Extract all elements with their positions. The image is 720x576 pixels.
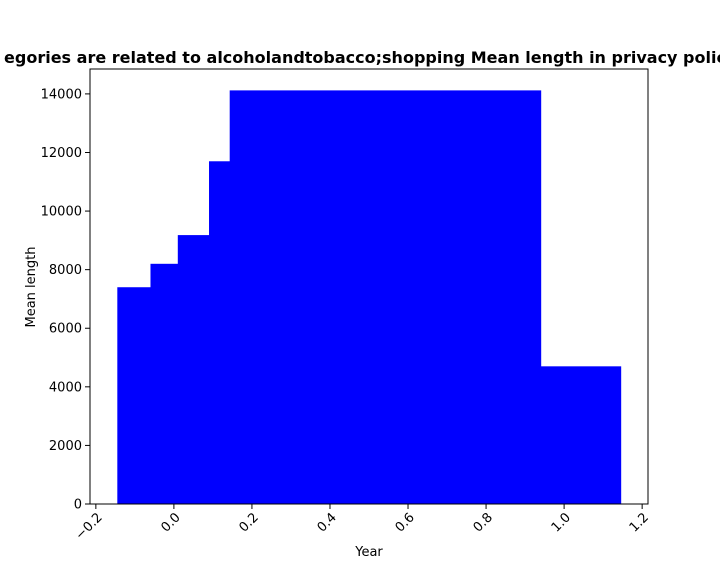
y-tick-label: 8000 [49,263,82,278]
bars-group [117,90,622,505]
y-tick-label: 0 [74,498,82,513]
x-tick-label: −0.2 [73,510,106,543]
bar-3 [209,161,231,505]
plot-frame [89,68,649,505]
bar-0 [117,287,151,504]
y-tick-label: 10000 [41,205,82,220]
x-axis: −0.2 0.0 0.2 0.4 0.6 0.8 1.0 1.2 [73,504,652,543]
bar-1 [150,263,179,504]
x-axis-label: Year [354,545,383,560]
x-tick-label: 1.0 [549,510,574,535]
chart-title: egories are related to alcoholandtobacco… [4,48,720,67]
y-tick-label: 14000 [41,87,82,102]
bar-5 [540,366,622,504]
x-tick-label: 0.6 [393,510,418,535]
bar-2 [177,235,210,504]
x-tick-label: 1.2 [627,510,652,535]
x-tick-label: 0.2 [237,510,262,535]
y-tick-label: 6000 [49,322,82,337]
bar-4 [229,90,542,504]
y-tick-label: 4000 [49,380,82,395]
x-tick-label: 0.8 [471,510,496,535]
y-tick-label: 12000 [41,146,82,161]
y-axis-label: Mean length [24,247,39,328]
x-tick-label: 0.4 [315,510,340,535]
x-tick-label: 0.0 [158,510,183,535]
y-tick-label: 2000 [49,439,82,454]
y-axis: 0 2000 4000 6000 8000 10000 12000 14000 [41,87,90,513]
